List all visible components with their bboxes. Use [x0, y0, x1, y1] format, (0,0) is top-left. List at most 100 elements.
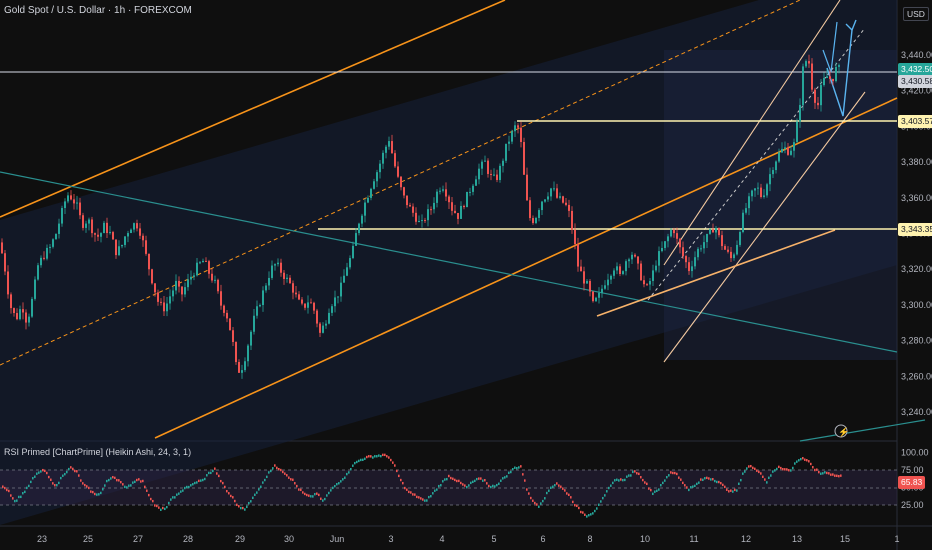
rsi-bar [732, 490, 734, 493]
rsi-bar [548, 489, 550, 492]
rsi-bar [230, 494, 232, 498]
rsi-bar [372, 456, 374, 459]
rsi-bar [154, 504, 156, 507]
rsi-bar [744, 470, 746, 473]
candle [832, 78, 834, 86]
candle [10, 292, 12, 314]
candle [475, 175, 477, 186]
rsi-title[interactable]: RSI Primed [ChartPrime] (Heikin Ashi, 24… [4, 447, 192, 457]
rsi-bar [410, 491, 412, 494]
candle [604, 280, 606, 290]
candle [766, 182, 768, 198]
candle [241, 364, 243, 379]
rsi-bar [280, 468, 282, 472]
rsi-bar [652, 492, 654, 496]
candle [322, 322, 324, 334]
rsi-bar [414, 493, 416, 496]
time-tick-label: 11 [689, 534, 698, 544]
rsi-bar [182, 489, 184, 492]
rsi-bar [218, 474, 220, 478]
candle [526, 167, 528, 202]
rsi-bar [380, 454, 382, 458]
rsi-bar [326, 494, 328, 497]
rsi-bar [520, 465, 522, 468]
time-tick-label: 8 [587, 534, 592, 544]
rsi-bar [682, 481, 684, 485]
candle [43, 251, 45, 261]
candle [484, 155, 486, 162]
rsi-bar [586, 515, 588, 518]
candle [541, 200, 543, 215]
rsi-bar [210, 471, 212, 475]
candle [382, 150, 384, 169]
candle [439, 187, 441, 195]
rsi-bar [466, 485, 468, 489]
candle [700, 244, 702, 252]
rsi-bar [574, 504, 576, 507]
rsi-bar [766, 481, 768, 484]
candle [565, 198, 567, 207]
rsi-bar [18, 495, 20, 499]
currency-button[interactable]: USD [903, 7, 929, 21]
rsi-bar [96, 493, 98, 496]
rsi-bar [126, 486, 128, 489]
rsi-bar [84, 483, 86, 487]
candle [760, 183, 762, 199]
rsi-bar [500, 479, 502, 482]
candle [412, 203, 414, 217]
candle [46, 244, 48, 261]
rsi-bar [704, 477, 706, 480]
candle [592, 290, 594, 303]
rsi-bar [676, 472, 678, 476]
candle [601, 284, 603, 298]
projection-zigzag [826, 29, 853, 117]
rsi-bar [756, 469, 758, 472]
rsi-bar [360, 458, 362, 462]
rsi-bar [468, 484, 470, 487]
candle [190, 270, 192, 285]
candle [370, 187, 372, 201]
rsi-bar [530, 496, 532, 500]
rsi-bar [396, 469, 398, 473]
rsi-bar [268, 471, 270, 474]
rsi-bar [556, 482, 558, 485]
rsi-bar [598, 503, 600, 506]
candle [187, 273, 189, 291]
candle [316, 308, 318, 328]
candle [607, 273, 609, 291]
rsi-bar [786, 468, 788, 471]
rsi-bar [24, 490, 26, 494]
rsi-bar [624, 478, 626, 482]
rsi-bar [566, 492, 568, 495]
candle [778, 148, 780, 163]
time-axis[interactable]: 23 25 27 28 29 30 Jun 3 4 5 6 8 10 11 12 13 15 1 [37, 534, 900, 544]
rsi-bar [226, 490, 228, 493]
rsi-bar [448, 474, 450, 478]
candle [355, 228, 357, 246]
price-tick-label: 3,280.00 [901, 336, 932, 346]
lightning-icon[interactable] [834, 424, 848, 438]
rsi-bar [446, 477, 448, 481]
rsi-bar [20, 495, 22, 499]
rsi-bar [390, 458, 392, 462]
rsi-bar [482, 479, 484, 482]
time-tick-label: 6 [540, 534, 545, 544]
rsi-bar [350, 467, 352, 471]
rsi-bar [336, 483, 338, 486]
rsi-bar [368, 455, 370, 458]
rsi-bar [616, 478, 618, 481]
rsi-bar [32, 477, 34, 480]
rsi-bar [740, 478, 742, 482]
rsi-bar [284, 472, 286, 475]
rsi-bar [26, 486, 28, 490]
steep-channel-upper [663, 0, 841, 266]
descending-trendline [0, 171, 898, 353]
rsi-bar [580, 510, 582, 514]
rsi-bar [722, 483, 724, 487]
candle [691, 260, 693, 278]
candle [49, 243, 51, 254]
rsi-bar [12, 497, 14, 500]
candle [118, 240, 120, 257]
candle [640, 260, 642, 282]
